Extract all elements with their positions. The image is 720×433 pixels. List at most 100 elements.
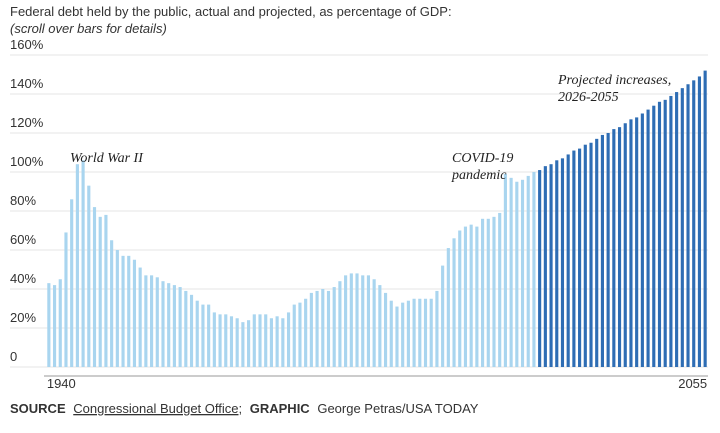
bar bbox=[526, 175, 530, 367]
bar bbox=[229, 316, 234, 367]
source-link[interactable]: Congressional Budget Office bbox=[73, 401, 238, 416]
bar bbox=[218, 314, 222, 367]
bar bbox=[600, 134, 604, 367]
annotation: pandemic bbox=[451, 168, 507, 183]
bar bbox=[372, 279, 376, 367]
bar bbox=[532, 172, 536, 367]
bar bbox=[269, 318, 273, 367]
bar bbox=[503, 173, 507, 367]
y-tick-label: 160% bbox=[10, 37, 44, 52]
bar bbox=[418, 298, 422, 367]
bar bbox=[640, 113, 644, 367]
bar bbox=[241, 322, 245, 367]
bar bbox=[469, 224, 473, 367]
bar bbox=[463, 226, 468, 367]
x-tick-label: 1940 bbox=[47, 376, 76, 391]
bar bbox=[492, 216, 496, 367]
bar bbox=[435, 290, 439, 367]
bar bbox=[207, 304, 211, 367]
graphic-credit: George Petras/USA TODAY bbox=[317, 401, 478, 416]
bar bbox=[566, 154, 570, 367]
bar bbox=[344, 275, 348, 367]
source-line: SOURCE Congressional Budget Office; GRAP… bbox=[10, 401, 479, 416]
bar bbox=[189, 294, 194, 367]
bar bbox=[144, 275, 148, 367]
bar bbox=[104, 214, 108, 367]
bar bbox=[212, 312, 216, 367]
bar bbox=[663, 99, 667, 367]
annotation: Projected increases, bbox=[557, 73, 671, 88]
y-tick-label: 0 bbox=[10, 349, 17, 364]
bar bbox=[646, 109, 650, 367]
bar bbox=[395, 306, 399, 367]
bar bbox=[543, 166, 547, 367]
bar bbox=[155, 277, 159, 367]
bar bbox=[680, 88, 684, 368]
bar bbox=[184, 290, 188, 367]
bar bbox=[560, 158, 565, 367]
y-tick-label: 140% bbox=[10, 76, 44, 91]
bar bbox=[309, 292, 313, 367]
bar bbox=[675, 92, 679, 368]
bar bbox=[75, 164, 79, 367]
bar bbox=[549, 164, 553, 367]
bar bbox=[167, 283, 171, 367]
bar bbox=[703, 70, 707, 367]
bar bbox=[401, 302, 405, 367]
bar bbox=[452, 238, 456, 367]
bar bbox=[423, 298, 428, 367]
bar bbox=[64, 232, 68, 367]
bar bbox=[498, 212, 502, 367]
bar bbox=[589, 142, 593, 367]
bar bbox=[298, 302, 302, 367]
bar bbox=[635, 117, 639, 368]
bar bbox=[349, 273, 353, 367]
chart-subtitle: (scroll over bars for details) bbox=[10, 21, 167, 36]
bar bbox=[178, 287, 182, 367]
source-label: SOURCE bbox=[10, 401, 66, 416]
bar bbox=[121, 255, 125, 367]
bar bbox=[583, 144, 587, 367]
bar bbox=[406, 300, 410, 367]
bar bbox=[383, 292, 388, 367]
bar bbox=[47, 283, 51, 367]
bar bbox=[652, 105, 656, 367]
y-tick-label: 20% bbox=[10, 310, 36, 325]
chart-title: Federal debt held by the public, actual … bbox=[10, 4, 452, 19]
bar bbox=[538, 170, 542, 367]
bar bbox=[161, 281, 165, 367]
bar bbox=[486, 218, 490, 367]
bar bbox=[475, 226, 479, 367]
bar bbox=[338, 281, 342, 367]
bar bbox=[366, 275, 371, 367]
bar bbox=[127, 255, 131, 367]
bar bbox=[292, 304, 296, 367]
bar bbox=[458, 230, 462, 367]
bar bbox=[378, 285, 382, 367]
y-tick-label: 60% bbox=[10, 232, 36, 247]
bar bbox=[247, 320, 251, 367]
annotation: 2026-2055 bbox=[558, 90, 619, 105]
bar bbox=[138, 267, 142, 367]
bar bbox=[110, 240, 114, 367]
bar bbox=[98, 216, 102, 367]
bar bbox=[70, 199, 74, 367]
bar bbox=[692, 80, 696, 367]
bar bbox=[481, 218, 485, 367]
bar bbox=[258, 314, 262, 367]
bar bbox=[697, 76, 702, 367]
bar bbox=[623, 123, 627, 367]
graphic-label: GRAPHIC bbox=[250, 401, 311, 416]
bar bbox=[235, 318, 239, 367]
bar bbox=[617, 127, 622, 368]
bar bbox=[264, 314, 268, 367]
bar bbox=[321, 289, 325, 367]
bar bbox=[52, 285, 57, 367]
bar bbox=[686, 84, 690, 367]
bar bbox=[572, 150, 576, 367]
bar bbox=[446, 248, 450, 367]
bar bbox=[429, 298, 433, 367]
y-tick-label: 40% bbox=[10, 271, 36, 286]
bar bbox=[441, 265, 445, 367]
